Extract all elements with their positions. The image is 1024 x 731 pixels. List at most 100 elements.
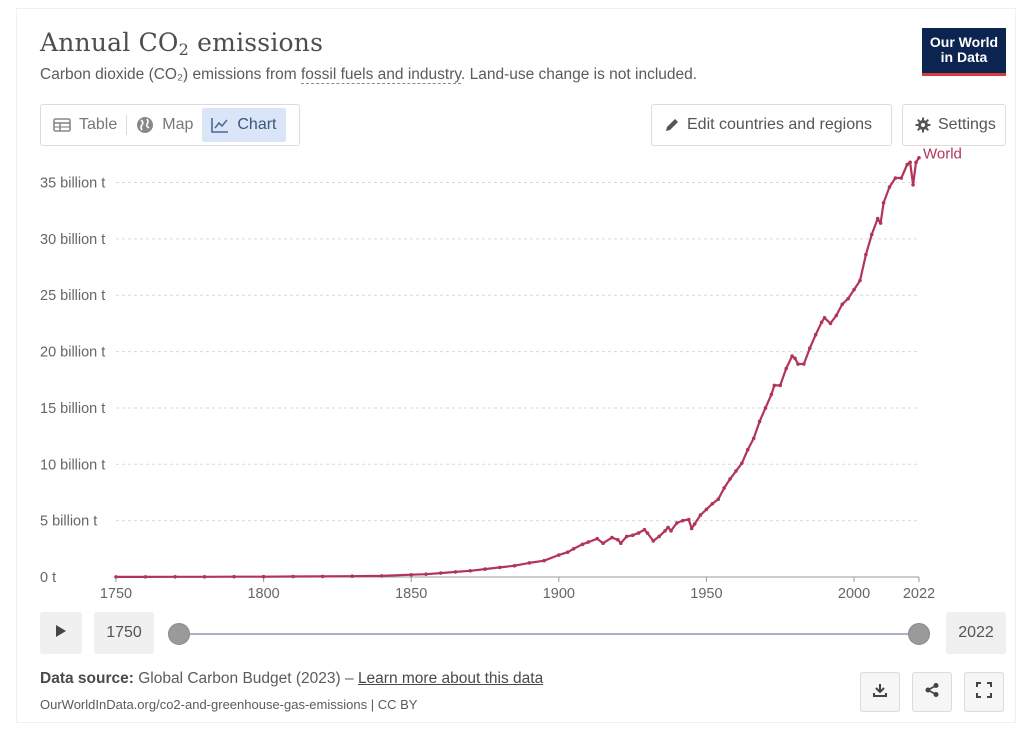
data-point <box>586 540 591 544</box>
download-button[interactable] <box>860 672 900 712</box>
tab-chart[interactable]: Chart <box>202 108 286 142</box>
data-point <box>681 518 685 523</box>
data-point <box>642 527 647 532</box>
data-point <box>698 513 703 517</box>
data-point <box>796 362 800 366</box>
data-point <box>828 321 833 326</box>
data-point <box>453 570 458 574</box>
timeline-track[interactable] <box>179 633 919 635</box>
timeline-end-handle[interactable] <box>908 623 930 645</box>
data-point <box>793 356 797 361</box>
tab-divider <box>126 115 128 135</box>
fullscreen-button[interactable] <box>964 672 1004 712</box>
view-tabs: Table Map Chart <box>40 104 300 146</box>
data-point <box>734 469 738 473</box>
x-tick-label: 1800 <box>247 586 279 602</box>
data-point <box>790 354 794 358</box>
line-chart-icon <box>211 117 229 133</box>
y-tick-label: 30 billion t <box>40 232 105 248</box>
data-point <box>610 535 614 540</box>
data-point <box>669 528 673 533</box>
chart-title: Annual CO2 emissions <box>40 28 324 59</box>
x-tick-label: 2022 <box>903 586 935 602</box>
data-point <box>601 541 605 545</box>
data-point <box>802 362 806 366</box>
series-line-world <box>116 157 920 579</box>
y-tick-label: 0 t <box>40 570 56 586</box>
data-point <box>772 383 777 388</box>
x-tick-label: 1750 <box>100 586 132 602</box>
data-point <box>438 571 443 575</box>
data-point <box>468 569 473 573</box>
data-point <box>580 542 585 547</box>
x-tick-label: 1950 <box>690 586 722 602</box>
data-point <box>512 563 517 568</box>
tab-table[interactable]: Table <box>44 108 126 142</box>
play-icon <box>55 624 67 643</box>
data-point <box>875 216 880 221</box>
share-button[interactable] <box>912 672 952 712</box>
data-point <box>261 574 266 579</box>
table-icon <box>53 118 71 132</box>
data-point <box>722 486 726 490</box>
data-point <box>819 320 824 325</box>
play-button[interactable] <box>40 612 82 654</box>
data-point <box>881 201 886 205</box>
data-point <box>716 497 721 502</box>
data-point <box>630 533 635 538</box>
chart-subtitle: Carbon dioxide (CO₂) emissions from foss… <box>40 66 698 84</box>
data-point <box>807 346 812 351</box>
timeline-end-label[interactable]: 2022 <box>946 612 1006 654</box>
series-label-world: World <box>923 146 962 163</box>
data-point <box>751 436 756 441</box>
data-point <box>409 572 414 577</box>
data-point <box>651 539 656 543</box>
x-tick-label: 1850 <box>395 586 427 602</box>
data-point <box>852 287 856 292</box>
data-point <box>636 531 641 535</box>
timeline-start-handle[interactable] <box>168 623 190 645</box>
data-point <box>914 160 918 165</box>
timeline-start-label[interactable]: 1750 <box>94 612 154 654</box>
data-point <box>692 522 697 526</box>
y-tick-label: 5 billion t <box>40 514 97 530</box>
data-point <box>710 501 715 506</box>
data-point <box>878 221 883 225</box>
globe-icon <box>136 116 154 134</box>
data-point <box>291 574 295 579</box>
data-point <box>813 332 818 337</box>
data-point <box>565 550 570 555</box>
data-point <box>497 565 502 570</box>
y-tick-label: 20 billion t <box>40 345 105 361</box>
pencil-icon <box>664 117 680 133</box>
data-point <box>114 575 118 579</box>
edit-countries-button[interactable]: Edit countries and regions <box>651 104 892 146</box>
data-source: Data source: Global Carbon Budget (2023)… <box>40 670 544 687</box>
data-point <box>689 526 694 531</box>
gear-icon <box>915 117 931 133</box>
data-point <box>846 296 850 301</box>
settings-button[interactable]: Settings <box>902 104 1006 146</box>
data-point <box>864 252 868 257</box>
data-point <box>740 461 744 465</box>
tab-map[interactable]: Map <box>127 108 202 142</box>
data-point <box>834 313 839 318</box>
data-point <box>686 517 691 522</box>
data-point <box>619 541 623 545</box>
data-point <box>858 278 862 283</box>
data-point <box>143 575 148 579</box>
data-point <box>542 558 546 563</box>
data-point <box>616 538 620 542</box>
data-point <box>778 383 783 388</box>
data-point <box>173 574 177 579</box>
learn-more-link[interactable]: Learn more about this data <box>357 670 544 687</box>
data-point <box>320 574 325 579</box>
data-point <box>424 572 428 576</box>
owid-logo[interactable]: Our World in Data <box>922 28 1006 76</box>
data-point <box>905 162 909 167</box>
data-point <box>666 525 670 530</box>
data-point <box>663 528 667 533</box>
source-url: OurWorldInData.org/co2-and-greenhouse-ga… <box>40 697 418 712</box>
fossil-fuels-link[interactable]: fossil fuels and industry <box>301 66 461 84</box>
